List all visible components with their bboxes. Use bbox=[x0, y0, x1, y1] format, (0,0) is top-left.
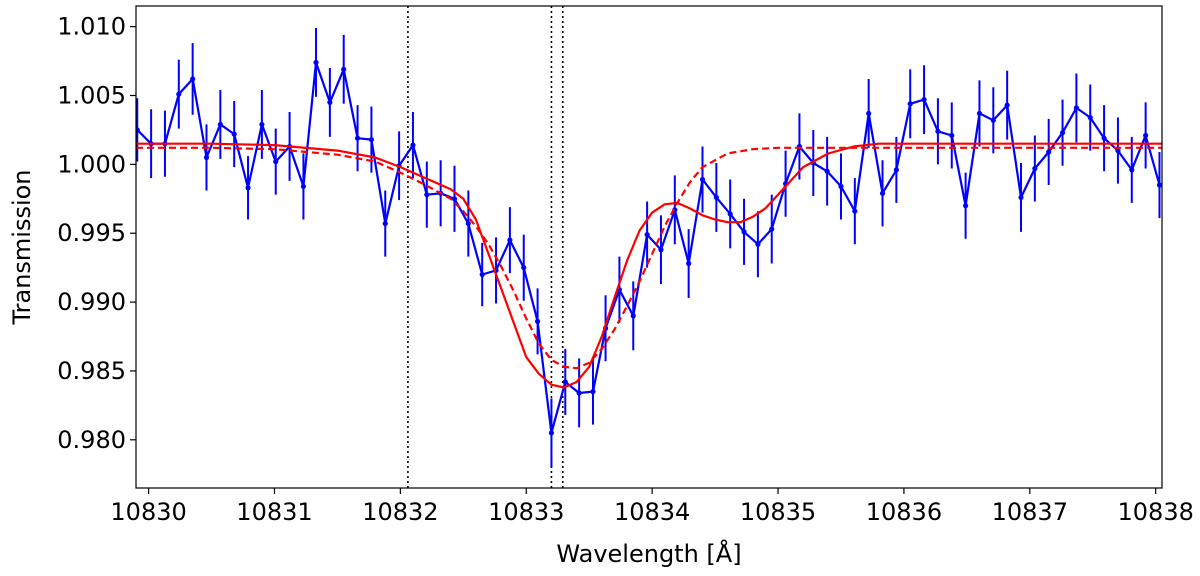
data-point bbox=[217, 121, 223, 128]
data-point bbox=[576, 390, 582, 396]
data-point bbox=[1115, 148, 1121, 154]
x-tick-label: 10835 bbox=[740, 498, 816, 526]
y-tick-label: 0.990 bbox=[57, 288, 126, 316]
data-point bbox=[190, 76, 196, 82]
data-point bbox=[313, 59, 319, 66]
data-point bbox=[465, 220, 471, 227]
data-point bbox=[699, 176, 706, 183]
data-point bbox=[686, 260, 692, 267]
data-point bbox=[907, 101, 913, 107]
data-point bbox=[451, 196, 458, 202]
plot-frame bbox=[135, 5, 1163, 489]
data-point bbox=[879, 190, 886, 196]
data-point bbox=[852, 208, 858, 214]
data-point bbox=[963, 203, 969, 209]
x-tick-label: 10834 bbox=[614, 498, 690, 526]
data-point bbox=[203, 154, 210, 161]
data-point bbox=[479, 271, 485, 278]
data-point bbox=[824, 168, 830, 174]
y-tick-label: 0.985 bbox=[57, 357, 126, 385]
data-point bbox=[245, 185, 251, 191]
data-point bbox=[424, 192, 430, 198]
data-point bbox=[341, 66, 347, 72]
model-dashed-line bbox=[136, 146, 1162, 370]
data-point bbox=[769, 226, 775, 232]
x-tick-label: 10837 bbox=[992, 498, 1068, 526]
series-layer bbox=[136, 28, 1162, 468]
data-point bbox=[1087, 114, 1093, 121]
y-axis-ticks: 0.980 0.985 0.990 0.995 1.000 1.005 1.010 bbox=[57, 13, 136, 454]
x-tick-label: 10831 bbox=[236, 498, 312, 526]
data-point bbox=[713, 194, 719, 201]
model-solid-line bbox=[136, 142, 1162, 389]
data-point bbox=[410, 142, 416, 148]
data-point bbox=[136, 127, 140, 133]
data-point bbox=[1143, 132, 1149, 139]
data-point bbox=[507, 237, 513, 243]
data-point bbox=[1073, 105, 1079, 111]
x-axis-label: Wavelength [Å] bbox=[556, 539, 741, 568]
y-tick-label: 1.010 bbox=[57, 13, 126, 41]
x-axis-ticks: 10830 10831 10832 10833 10834 10835 10836 10837… bbox=[110, 488, 1194, 526]
data-point bbox=[521, 265, 527, 271]
data-point bbox=[562, 379, 568, 385]
data-point bbox=[838, 183, 844, 190]
data-point bbox=[755, 241, 761, 247]
data-point bbox=[327, 99, 333, 105]
x-tick-label: 10830 bbox=[110, 498, 186, 526]
data-point bbox=[921, 97, 927, 103]
x-tick-label: 10833 bbox=[488, 498, 564, 526]
x-tick-label: 10838 bbox=[1118, 498, 1194, 526]
y-axis-label: Transmission bbox=[8, 169, 36, 325]
data-point bbox=[1129, 167, 1135, 173]
data-point bbox=[1046, 149, 1052, 155]
y-tick-label: 0.995 bbox=[57, 219, 126, 247]
data-point bbox=[976, 110, 983, 117]
data-point bbox=[273, 159, 279, 165]
data-point bbox=[300, 183, 307, 190]
data-point bbox=[176, 91, 182, 97]
data-point bbox=[866, 110, 872, 117]
data-point bbox=[368, 136, 375, 143]
x-tick-label: 10832 bbox=[362, 498, 438, 526]
y-tick-label: 1.005 bbox=[57, 82, 126, 110]
data-point bbox=[630, 313, 636, 319]
data-point bbox=[935, 128, 941, 134]
y-tick-label: 0.980 bbox=[57, 426, 126, 454]
data-point bbox=[658, 247, 664, 253]
data-point bbox=[231, 131, 237, 137]
data-point bbox=[259, 121, 265, 128]
data-point bbox=[382, 220, 388, 227]
y-tick-label: 1.000 bbox=[57, 150, 126, 178]
data-point bbox=[1032, 165, 1038, 172]
data-point bbox=[1004, 102, 1010, 108]
x-tick-label: 10836 bbox=[866, 498, 942, 526]
data-point bbox=[990, 117, 996, 123]
data-point bbox=[354, 135, 361, 141]
data-point bbox=[741, 229, 747, 235]
data-point bbox=[949, 132, 955, 139]
data-point bbox=[1018, 194, 1024, 201]
data-point bbox=[548, 430, 555, 436]
data-point bbox=[893, 167, 899, 173]
data-point bbox=[727, 211, 733, 217]
data-point bbox=[1059, 130, 1066, 136]
data-point bbox=[1156, 182, 1162, 188]
data-point bbox=[534, 318, 541, 324]
data-point bbox=[590, 389, 596, 395]
data-point bbox=[644, 232, 650, 238]
data-point bbox=[1101, 135, 1107, 141]
